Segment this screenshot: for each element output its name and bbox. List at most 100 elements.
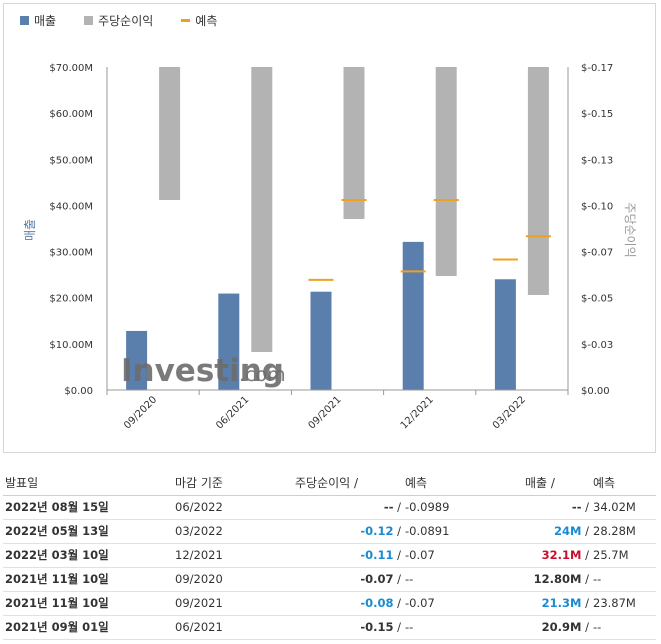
- period-end-cell: 09/2021: [173, 591, 293, 616]
- revenue-value: --: [571, 500, 582, 514]
- y-left-tick-label: $20.00M: [49, 294, 93, 305]
- period-end-cell: 06/2022: [173, 495, 293, 520]
- revenue-cell: 20.9M /: [523, 615, 591, 640]
- y-axis-right-ticks: $-0.17 $-0.15 $-0.13 $-0.10 $-0.07 $-0.05 $-0.…: [581, 63, 613, 397]
- table-row: 2022년 05월 13일 03/2022 -0.12 /-0.0891 24M /2…: [3, 519, 656, 544]
- eps-bar[interactable]: [251, 67, 273, 352]
- eps-bar[interactable]: [159, 67, 181, 200]
- y-right-tick-label: $-0.17: [581, 63, 613, 74]
- revenue-forecast-cell: --: [591, 615, 656, 640]
- release-date-cell: 2021년 11월 10일: [3, 591, 173, 616]
- eps-bar[interactable]: [343, 67, 365, 219]
- eps-forecast-cell: -0.0891: [403, 519, 523, 544]
- x-tick-label: 09/2020: [122, 394, 159, 431]
- revenue-value: 21.3M: [541, 596, 582, 610]
- eps-forecast-cell: -0.07: [403, 543, 523, 568]
- revenue-slash: /: [585, 572, 589, 586]
- revenue-cell: 32.1M /: [523, 543, 591, 568]
- revenue-bar[interactable]: [218, 293, 240, 390]
- release-date-cell: 2022년 08월 15일: [3, 495, 173, 520]
- legend-label-eps: 주당순이익: [98, 14, 154, 28]
- table-row: 2022년 03월 10일 12/2021 -0.11 /-0.07 32.1M /2…: [3, 543, 656, 568]
- header-eps[interactable]: 주당순이익 /: [293, 471, 403, 496]
- table-row: 2022년 08월 15일 06/2022 -- / -0.0989 -- /34.02…: [3, 495, 656, 520]
- revenue-cell: 24M /: [523, 519, 591, 544]
- revenue-forecast-cell: 28.28M: [591, 519, 656, 544]
- y-left-tick-label: $0.00: [64, 386, 93, 397]
- eps-forecast-cell: --: [403, 567, 523, 592]
- revenue-value: 20.9M: [541, 620, 582, 634]
- earnings-table: 발표일 마감 기준 주당순이익 / 예측 매출 / 예측 2022년 08월 1…: [3, 471, 656, 640]
- y-left-tick-label: $10.00M: [49, 340, 93, 351]
- eps-slash: /: [397, 620, 401, 634]
- eps-cell: -0.07 /: [293, 567, 403, 592]
- eps-cell: -0.11 /: [293, 543, 403, 568]
- revenue-bar[interactable]: [402, 241, 424, 390]
- y-right-tick-label: $-0.13: [581, 155, 613, 166]
- legend-item-forecast[interactable]: 예측: [181, 12, 217, 29]
- legend-item-eps[interactable]: 주당순이익: [84, 12, 153, 29]
- header-revenue-label: 매출: [525, 476, 548, 491]
- period-end-cell: 03/2022: [173, 519, 293, 544]
- eps-value: -0.08: [360, 596, 394, 610]
- release-date-cell: 2021년 11월 10일: [3, 567, 173, 592]
- revenue-bar[interactable]: [310, 291, 332, 390]
- header-revenue-forecast[interactable]: 예측: [591, 471, 656, 496]
- revenue-slash: /: [585, 548, 589, 562]
- x-axis-ticks: 09/2020 06/2021 09/2021 12/2021 03/2022: [106, 390, 569, 431]
- eps-forecast-cell: -0.0989: [403, 495, 523, 520]
- eps-value: -0.07: [360, 572, 394, 586]
- investing-watermark: Investing .com: [121, 353, 286, 389]
- eps-swatch-icon: [84, 16, 94, 25]
- revenue-forecast-cell: 25.7M: [591, 543, 656, 568]
- revenue-value: 24M: [554, 524, 582, 538]
- revenue-slash: /: [585, 620, 589, 634]
- revenue-forecast-cell: 34.02M: [591, 495, 656, 520]
- header-eps-label: 주당순이익: [295, 476, 351, 491]
- eps-value: -0.11: [360, 548, 394, 562]
- revenue-bar[interactable]: [494, 279, 516, 390]
- revenue-value: 32.1M: [541, 548, 582, 562]
- legend-item-revenue[interactable]: 매출: [20, 12, 56, 29]
- period-end-cell: 06/2021: [173, 615, 293, 640]
- legend-label-revenue: 매출: [34, 14, 57, 28]
- eps-cell: -0.15 /: [293, 615, 403, 640]
- revenue-swatch-icon: [20, 16, 29, 25]
- y-left-tick-label: $30.00M: [49, 248, 93, 259]
- eps-bar[interactable]: [527, 67, 549, 295]
- table-row: 2021년 09월 01일 06/2021 -0.15 /-- 20.9M / --: [3, 615, 656, 640]
- y-axis-right-label: 주당순이익: [623, 202, 637, 257]
- watermark-brand: Investing: [121, 353, 284, 389]
- revenue-value: 12.80M: [533, 572, 582, 586]
- eps-cell: -- /: [293, 495, 403, 520]
- y-right-tick-label: $-0.05: [581, 294, 613, 305]
- table-row: 2021년 11월 10일 09/2021 -0.08 /-0.07 21.3M /2…: [3, 591, 656, 616]
- eps-value: --: [383, 500, 394, 514]
- y-left-tick-label: $70.00M: [49, 63, 93, 74]
- header-release-date[interactable]: 발표일: [3, 471, 173, 496]
- table-row: 2021년 11월 10일 09/2020 -0.07 /-- 12.80M / --: [3, 567, 656, 592]
- eps-bar[interactable]: [435, 67, 457, 276]
- revenue-slash: /: [585, 596, 589, 610]
- release-date-cell: 2022년 03월 10일: [3, 543, 173, 568]
- revenue-forecast-cell: --: [591, 567, 656, 592]
- eps-slash: /: [397, 572, 401, 586]
- revenue-slash: /: [585, 500, 589, 514]
- x-tick-label: 03/2022: [491, 394, 528, 431]
- header-eps-forecast[interactable]: 예측: [403, 471, 523, 496]
- legend-label-forecast: 예측: [195, 14, 218, 28]
- y-right-tick-label: $0.00: [581, 386, 610, 397]
- y-right-tick-label: $-0.10: [581, 201, 613, 212]
- eps-slash: /: [397, 596, 401, 610]
- earnings-table-body: 2022년 08월 15일 06/2022 -- / -0.0989 -- /34.02…: [3, 495, 656, 640]
- eps-cell: -0.08 /: [293, 591, 403, 616]
- chart-axes: [106, 67, 569, 391]
- y-right-tick-label: $-0.15: [581, 109, 613, 120]
- revenue-forecast-cell: 23.87M: [591, 591, 656, 616]
- watermark-suffix: .com: [239, 364, 286, 386]
- header-revenue[interactable]: 매출 /: [523, 471, 591, 496]
- y-left-tick-label: $60.00M: [49, 109, 93, 120]
- release-date-cell: 2022년 05월 13일: [3, 519, 173, 544]
- revenue-bar[interactable]: [126, 330, 148, 390]
- header-period-end[interactable]: 마감 기준: [173, 471, 293, 496]
